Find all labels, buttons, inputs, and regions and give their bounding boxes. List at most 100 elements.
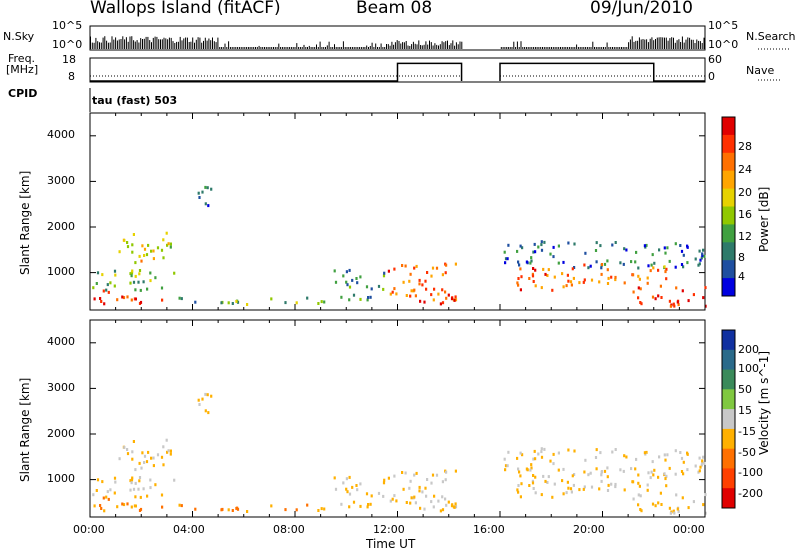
power-cell xyxy=(682,265,685,269)
power-cell xyxy=(606,282,610,285)
power-cell xyxy=(415,264,418,268)
velocity-cell xyxy=(323,507,326,511)
nsky-bar xyxy=(534,47,536,49)
velocity-cell xyxy=(366,505,369,509)
nsky-bar xyxy=(574,47,576,49)
power-cell xyxy=(657,294,660,298)
power-cell xyxy=(410,289,413,293)
power-cell xyxy=(637,266,640,270)
velocity-cell xyxy=(444,478,447,482)
nsky-bar xyxy=(429,40,430,49)
power-cell xyxy=(673,304,676,308)
velocity-cell xyxy=(540,455,544,459)
nsky-bar xyxy=(647,42,649,49)
nsky-bar xyxy=(359,47,361,49)
nsky-bar xyxy=(624,47,626,49)
velocity-cell xyxy=(571,474,574,478)
velocity-cell xyxy=(600,470,604,473)
nsky-bar xyxy=(262,47,264,49)
velocity-cell xyxy=(518,470,521,474)
nsky-bar xyxy=(312,47,314,49)
velocity-cell xyxy=(382,494,385,498)
nsky-bar xyxy=(283,47,285,49)
power-cell xyxy=(370,287,373,291)
velocity-cell xyxy=(517,467,520,471)
power-cell xyxy=(561,272,564,276)
nsky-bar xyxy=(242,47,244,49)
velocity-cell xyxy=(532,487,535,490)
power-cell xyxy=(333,269,336,273)
nsky-bar xyxy=(656,37,658,49)
velocity-colorbar-segment xyxy=(722,409,735,430)
nsky-bar xyxy=(380,43,382,49)
velocity-cell xyxy=(699,465,702,469)
velocity-cell xyxy=(432,505,435,509)
velocity-cell xyxy=(680,470,684,473)
velocity-cell xyxy=(565,491,568,495)
power-cell xyxy=(542,267,545,271)
nsky-bar xyxy=(104,36,106,49)
velocity-cell xyxy=(519,451,522,455)
power-cell xyxy=(351,278,354,282)
nsky-bar xyxy=(185,37,187,49)
nsky-bar xyxy=(393,44,395,49)
power-cell xyxy=(562,260,565,264)
power-cell xyxy=(643,244,646,248)
power-colorbar-segment xyxy=(722,242,735,261)
velocity-cell xyxy=(634,467,637,471)
xtick-4: 16:00 xyxy=(473,523,505,536)
velocity-cell xyxy=(598,487,601,491)
velocity-cell xyxy=(506,464,509,468)
velocity-cell xyxy=(107,497,110,501)
nsky-bar xyxy=(386,44,387,49)
p1-ytick-1000: 1000 xyxy=(47,265,75,278)
velocity-cell xyxy=(204,392,207,396)
nsky-bar xyxy=(447,40,448,49)
nsky-bar xyxy=(115,37,117,49)
nsky-bar xyxy=(543,47,545,49)
velocity-cell xyxy=(146,494,149,498)
power-cell xyxy=(439,302,442,306)
velocity-cell xyxy=(160,493,164,497)
p2-ytick-1000: 1000 xyxy=(47,472,75,485)
power-cell xyxy=(431,266,435,270)
power-cell xyxy=(366,298,369,302)
nsky-bar xyxy=(289,47,291,49)
velocity-cell xyxy=(105,495,108,499)
velocity-cell xyxy=(405,501,408,504)
velocity-cell xyxy=(197,398,200,402)
nsky-bar xyxy=(443,42,445,49)
nsky-bar xyxy=(299,47,301,49)
power-cell xyxy=(145,253,149,257)
nsky-bar xyxy=(664,37,665,49)
nsky-bar xyxy=(570,47,572,49)
nsky-bar xyxy=(561,47,563,49)
power-cell xyxy=(454,295,457,299)
power-cell xyxy=(345,270,348,274)
nsky-bar xyxy=(156,36,158,49)
power-cell xyxy=(387,269,390,273)
power-cell xyxy=(402,280,405,284)
velocity-cell xyxy=(143,454,147,458)
power-cell xyxy=(646,276,649,280)
velocity-cell xyxy=(606,475,609,479)
velocity-cell xyxy=(270,504,273,508)
velocity-cell xyxy=(134,495,137,499)
velocity-cell xyxy=(421,490,424,494)
nsky-bar xyxy=(651,37,653,49)
velocity-cell xyxy=(143,461,146,464)
nsky-bar xyxy=(265,47,267,49)
nsky-bar xyxy=(246,47,248,49)
nsky-bar xyxy=(151,42,152,49)
nsky-bar xyxy=(154,36,156,49)
velocity-cell xyxy=(650,470,653,474)
nsky-bar xyxy=(281,47,283,49)
nsky-bar xyxy=(416,44,418,49)
nsky-bar xyxy=(188,42,190,49)
power-cell xyxy=(348,298,351,302)
velocity-cell xyxy=(430,500,433,504)
velocity-cell xyxy=(235,506,238,510)
power-cell xyxy=(113,284,116,288)
nsky-bar xyxy=(247,47,249,49)
power-colorbar-segment xyxy=(722,134,735,154)
